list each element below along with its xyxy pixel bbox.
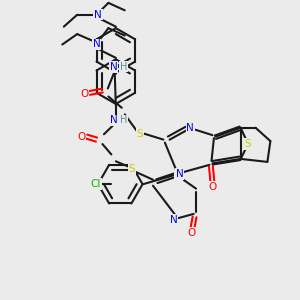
Text: N: N [170, 215, 178, 225]
Text: N: N [110, 62, 117, 72]
Text: O: O [80, 88, 88, 98]
Text: S: S [245, 139, 251, 149]
Text: H: H [120, 115, 128, 125]
Text: S: S [136, 129, 143, 139]
Text: O: O [188, 228, 196, 238]
Text: S: S [129, 164, 136, 174]
Text: N: N [110, 115, 118, 125]
Text: O: O [208, 182, 217, 192]
Text: H: H [120, 62, 127, 72]
Text: N: N [186, 123, 194, 133]
Text: Cl: Cl [90, 179, 101, 189]
Text: N: N [174, 170, 182, 180]
Text: O: O [77, 132, 86, 142]
Text: N: N [94, 10, 102, 20]
Text: N: N [93, 40, 101, 50]
Text: N: N [176, 169, 184, 179]
